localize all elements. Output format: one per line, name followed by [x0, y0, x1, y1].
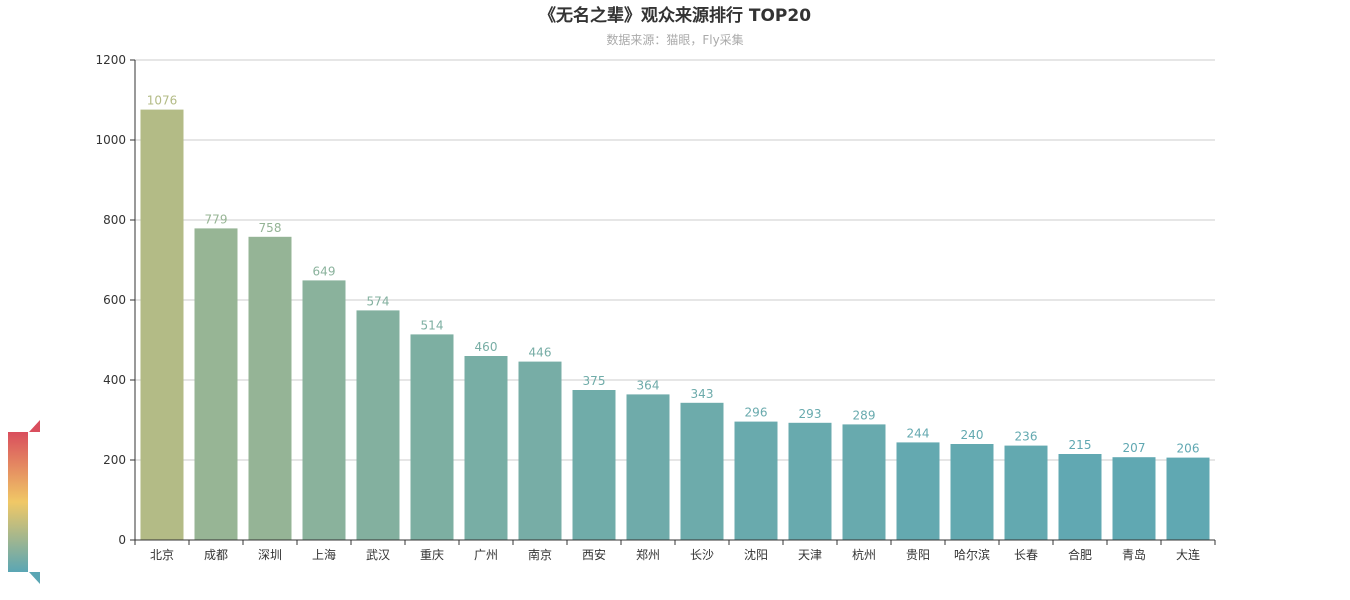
- data-label: 758: [259, 221, 282, 235]
- data-label: 364: [637, 378, 660, 392]
- y-tick-label: 1200: [95, 53, 126, 67]
- bar[interactable]: [572, 390, 616, 540]
- bar[interactable]: [1004, 445, 1048, 540]
- data-label: 296: [745, 406, 768, 420]
- visual-map-bottom-handle[interactable]: [29, 572, 40, 584]
- bar[interactable]: [140, 109, 184, 540]
- x-tick-label: 郑州: [636, 547, 660, 562]
- x-tick-label: 南京: [528, 547, 552, 562]
- visual-map-top-handle[interactable]: [29, 420, 40, 432]
- x-tick-label: 杭州: [852, 547, 876, 562]
- x-tick-label: 武汉: [366, 548, 390, 562]
- y-tick-label: 400: [103, 373, 126, 387]
- data-label: 1076: [147, 94, 178, 108]
- bar[interactable]: [950, 444, 994, 540]
- data-labels: 1076 779 758 649 574 514 460 446 375 364 343 296 293…: [147, 94, 1200, 456]
- data-label: 207: [1123, 441, 1146, 455]
- chart-subtitle: 数据来源：猫眼，Fly采集: [606, 32, 743, 47]
- x-tick-label: 合肥: [1068, 547, 1092, 562]
- y-tick-label: 800: [103, 213, 126, 227]
- x-tick-label: 天津: [798, 548, 822, 562]
- data-label: 236: [1015, 430, 1038, 444]
- data-label: 240: [961, 428, 984, 442]
- data-label: 289: [853, 408, 876, 422]
- bar[interactable]: [734, 421, 778, 540]
- data-label: 779: [205, 212, 228, 226]
- data-label: 215: [1069, 438, 1092, 452]
- visual-map[interactable]: [8, 420, 40, 584]
- x-tick-label: 大连: [1176, 547, 1200, 562]
- data-label: 206: [1177, 442, 1200, 456]
- data-label: 293: [799, 407, 822, 421]
- y-axis-ticks: 0 200 400 600 800 1000 1200: [95, 53, 135, 547]
- bar[interactable]: [1166, 457, 1210, 540]
- y-tick-label: 200: [103, 453, 126, 467]
- data-label: 375: [583, 374, 606, 388]
- bar[interactable]: [1112, 457, 1156, 540]
- x-tick-label: 深圳: [258, 548, 282, 562]
- bar[interactable]: [464, 356, 508, 540]
- bar[interactable]: [194, 228, 238, 540]
- bar[interactable]: [626, 394, 670, 540]
- visual-map-gradient-bar[interactable]: [8, 432, 28, 572]
- x-tick-label: 重庆: [420, 548, 444, 562]
- x-tick-label: 青岛: [1122, 547, 1146, 562]
- data-label: 574: [367, 294, 390, 308]
- y-tick-label: 600: [103, 293, 126, 307]
- x-tick-label: 贵阳: [906, 548, 930, 562]
- y-tick-label: 0: [118, 533, 126, 547]
- bar[interactable]: [302, 280, 346, 540]
- x-tick-label: 上海: [312, 547, 336, 562]
- data-label: 649: [313, 264, 336, 278]
- x-tick-label: 长春: [1014, 548, 1038, 562]
- x-tick-label: 北京: [150, 548, 174, 562]
- x-tick-label: 哈尔滨: [954, 547, 990, 562]
- x-tick-label: 西安: [582, 547, 606, 562]
- data-label: 460: [475, 340, 498, 354]
- bar[interactable]: [356, 310, 400, 540]
- x-tick-label: 长沙: [690, 548, 714, 562]
- bars: [140, 109, 1210, 541]
- chart-title: 《无名之辈》观众来源排行 TOP20: [539, 5, 811, 26]
- data-label: 446: [529, 346, 552, 360]
- data-label: 514: [421, 318, 444, 332]
- x-tick-label: 成都: [204, 548, 228, 562]
- grid-lines: [135, 59, 1215, 461]
- bar[interactable]: [410, 334, 454, 540]
- bar[interactable]: [248, 236, 292, 541]
- bar[interactable]: [680, 402, 724, 540]
- x-axis-ticks: 北京 成都 深圳 上海 武汉 重庆 广州 南京 西安 郑州 长沙 沈阳 天津 杭州 贵阳 哈尔滨 长春 合肥 青岛 大…: [134, 540, 1216, 562]
- data-label: 244: [907, 426, 930, 440]
- bar[interactable]: [842, 424, 886, 540]
- bar[interactable]: [788, 422, 832, 540]
- bar[interactable]: [896, 442, 940, 540]
- data-label: 343: [691, 387, 714, 401]
- bar[interactable]: [518, 361, 562, 540]
- x-tick-label: 沈阳: [744, 547, 768, 562]
- bar[interactable]: [1058, 454, 1102, 540]
- y-tick-label: 1000: [95, 133, 126, 147]
- x-tick-label: 广州: [474, 548, 498, 562]
